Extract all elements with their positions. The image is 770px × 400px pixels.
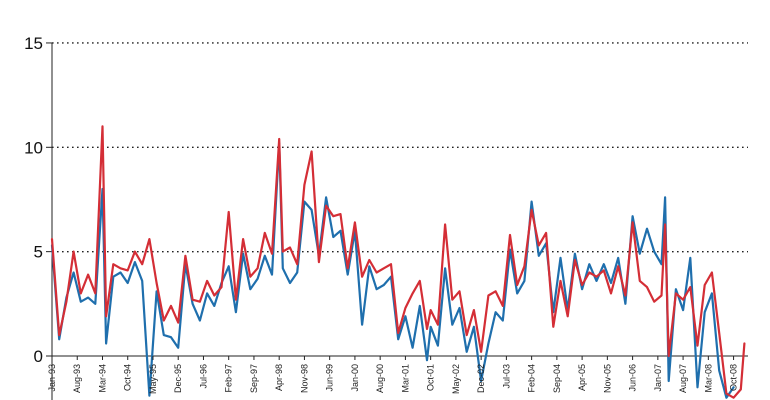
x-tick-label: Mar-01	[400, 364, 410, 393]
x-tick-label: Mar-94	[97, 364, 107, 393]
x-tick-label: Mar-08	[703, 364, 713, 393]
x-tick-label: Aug-93	[72, 364, 82, 393]
grid-layer	[48, 42, 748, 357]
y-tick-label: 0	[34, 347, 43, 366]
x-tick-label: Sep-04	[552, 364, 562, 393]
x-tick-label: Oct-94	[123, 364, 133, 391]
x-tick-label: Aug-07	[678, 364, 688, 393]
x-tick-label: Apr-98	[274, 364, 284, 391]
x-tick-label: Feb-04	[527, 364, 537, 393]
x-tick-label: May-02	[451, 364, 461, 394]
x-tick-label: Jun-06	[628, 364, 638, 392]
x-tick-label: Jan-07	[653, 364, 663, 392]
x-axis: Jan-93 Aug-93 Mar-94 Oct-94 May-95 Dec-95 Jul-…	[47, 356, 739, 394]
x-tick-label: Oct-01	[426, 364, 436, 391]
x-tick-label: Dec-95	[173, 364, 183, 393]
x-tick-label: Apr-05	[577, 364, 587, 391]
x-tick-label: Jun-99	[325, 364, 335, 392]
x-tick-label: Jul-03	[501, 364, 511, 389]
x-tick-label: Oct-08	[729, 364, 739, 391]
series-line-2	[50, 125, 746, 399]
y-tick-label: 10	[24, 138, 43, 157]
series-layer	[50, 125, 746, 399]
x-tick-label: Nov-98	[299, 364, 309, 393]
y-axis: 0 5 10 15	[24, 34, 53, 400]
x-tick-label: Jan-00	[350, 364, 360, 392]
x-tick-label: Feb-97	[224, 364, 234, 393]
x-tick-label: Jan-93	[47, 364, 57, 392]
x-tick-label: May-95	[148, 364, 158, 394]
x-tick-label: Jul-96	[198, 364, 208, 389]
x-tick-label: Sep-97	[249, 364, 259, 393]
y-tick-label: 5	[34, 243, 43, 262]
x-tick-label: Dec-02	[476, 364, 486, 393]
x-tick-label: Nov-05	[602, 364, 612, 393]
x-tick-label: Aug-00	[375, 364, 385, 393]
y-tick-label: 15	[24, 34, 43, 53]
